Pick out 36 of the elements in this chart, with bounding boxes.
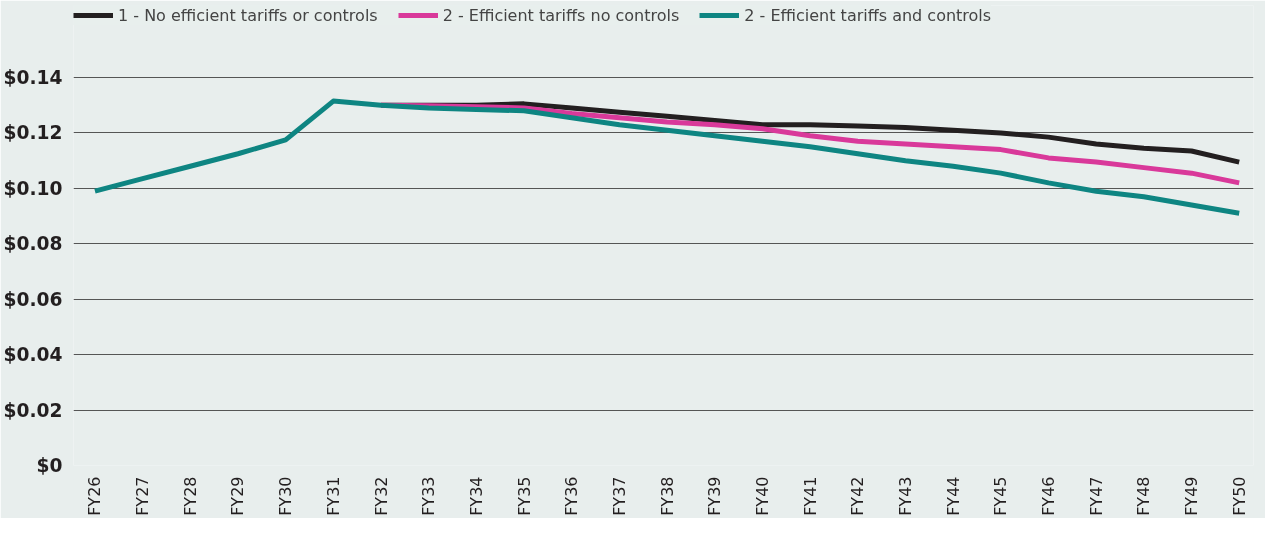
legend-label: 2 - Efficient tariffs no controls [442, 5, 680, 25]
legend-label: 2 - Efficient tariffs and controls [744, 5, 992, 25]
y-tick-label: $0.04 [3, 344, 63, 366]
x-tick-label: FY44 [943, 476, 963, 516]
y-tick-label: $0.08 [3, 233, 63, 255]
y-tick-label: $0.12 [3, 122, 63, 144]
x-tick-label: FY41 [800, 476, 820, 516]
x-tick-label: FY26 [85, 476, 105, 516]
x-tick-label: FY33 [419, 476, 439, 516]
x-tick-label: FY47 [1086, 476, 1106, 516]
y-tick-label: $0.06 [3, 288, 63, 310]
x-tick-label: FY46 [1038, 476, 1058, 516]
x-tick-label: FY45 [991, 476, 1011, 516]
x-tick-label: FY32 [371, 476, 391, 516]
x-tick-label: FY36 [562, 476, 582, 516]
x-tick-label: FY27 [133, 476, 153, 516]
legend-label: 1 - No efficient tariffs or controls [118, 5, 378, 25]
x-tick-label: FY48 [1134, 476, 1154, 516]
x-tick-label: FY28 [180, 476, 200, 516]
x-tick-label: FY38 [657, 476, 677, 516]
x-tick-label: FY40 [752, 476, 772, 516]
x-tick-label: FY37 [609, 476, 629, 516]
x-tick-label: FY30 [276, 476, 296, 516]
x-tick-label: FY39 [705, 476, 725, 516]
x-tick-label: FY43 [895, 476, 915, 516]
x-tick-label: FY42 [848, 476, 868, 516]
y-tick-label: $0.02 [3, 399, 63, 421]
x-tick-label: FY49 [1182, 476, 1202, 516]
x-tick-label: FY50 [1229, 476, 1249, 516]
y-tick-label: $0 [36, 455, 63, 476]
y-tick-label: $0.10 [3, 177, 63, 199]
x-tick-label: FY34 [466, 476, 486, 516]
x-tick-label: FY35 [514, 476, 534, 516]
x-tick-label: FY29 [228, 476, 248, 516]
y-tick-label: $0.14 [3, 67, 63, 89]
x-tick-label: FY31 [323, 476, 343, 516]
